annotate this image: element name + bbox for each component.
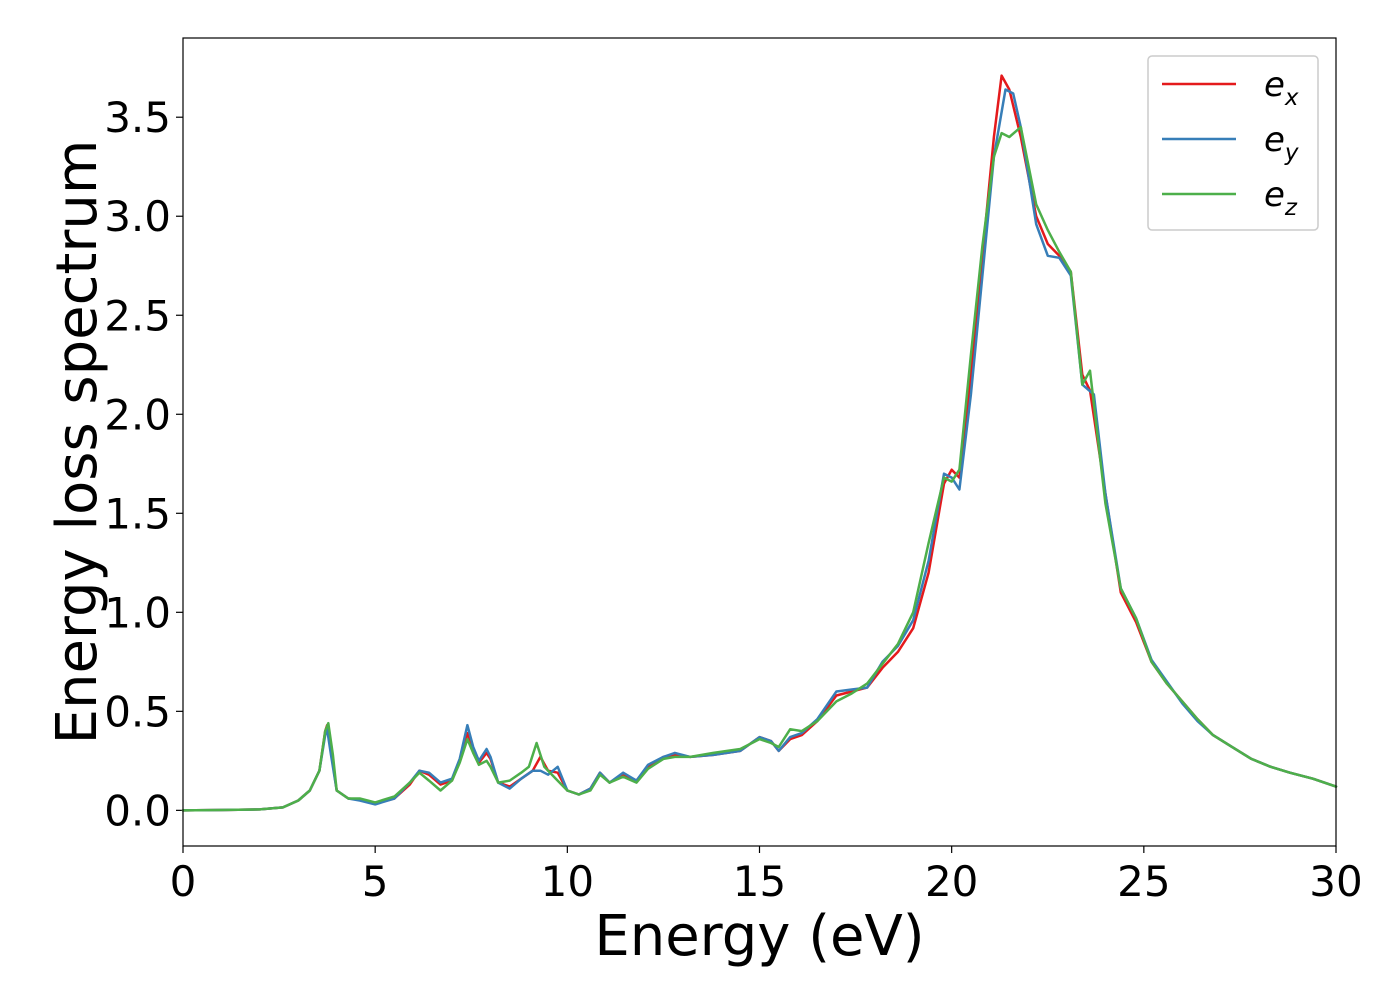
y-tick-label: 0.5: [104, 687, 171, 736]
y-tick-label: 0.0: [104, 786, 171, 835]
legend-box: [1147, 55, 1319, 231]
y-tick-label: 1.5: [104, 489, 171, 538]
y-axis-title: Energy loss spectrum: [45, 140, 110, 745]
y-tick-label: 2.5: [104, 291, 171, 340]
x-tick-label: 20: [925, 857, 978, 906]
x-axis-ticks: 0 5 10 15 20 25 30: [170, 846, 1363, 906]
y-tick-label: 2.0: [104, 390, 171, 439]
y-axis-ticks: 0.0 0.5 1.0 1.5 2.0 2.5 3.0 3.5: [104, 93, 183, 835]
x-axis-title: Energy (eV): [594, 904, 924, 969]
y-tick-label: 3.5: [104, 93, 171, 142]
x-tick-label: 15: [733, 857, 786, 906]
x-tick-label: 25: [1117, 857, 1170, 906]
plot-frame: [182, 37, 1337, 847]
x-tick-label: 10: [541, 857, 594, 906]
series-line-z: [181, 125, 1338, 812]
x-tick-label: 0: [170, 857, 197, 906]
y-tick-label: 3.0: [104, 192, 171, 241]
x-tick-label: 5: [362, 857, 389, 906]
series-layer: [181, 74, 1338, 812]
x-tick-label: 30: [1309, 857, 1362, 906]
y-tick-label: 1.0: [104, 588, 171, 637]
